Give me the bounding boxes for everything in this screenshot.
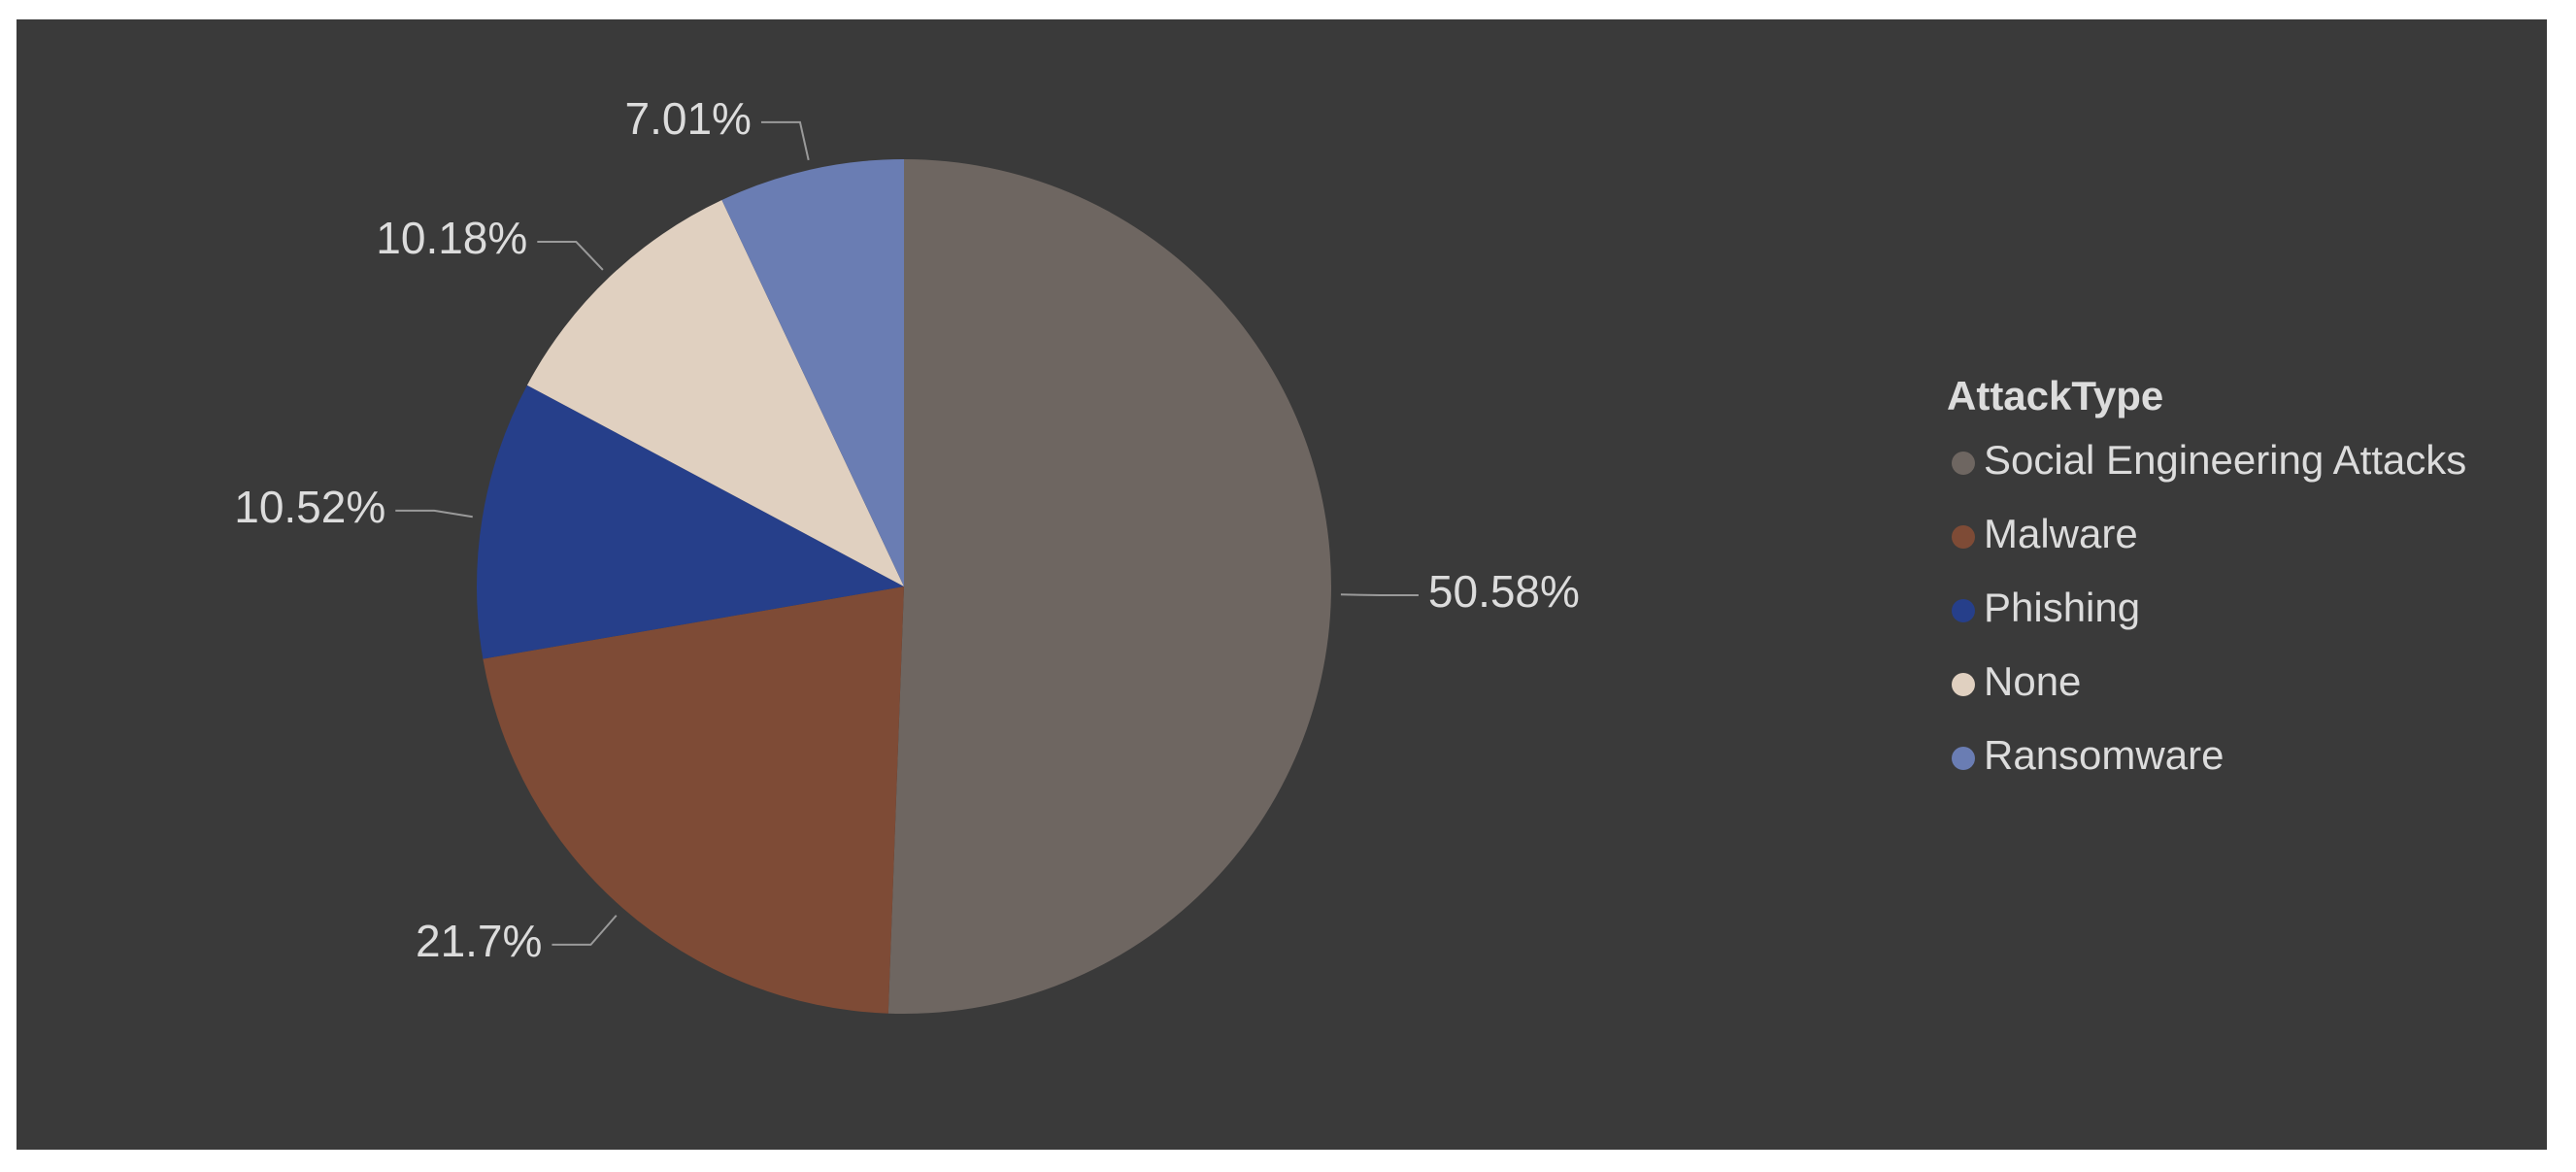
legend-marker [1952,599,1975,622]
data-label: 7.01% [625,93,752,144]
leader-line [760,120,810,161]
pie-slice [887,159,1331,1014]
legend-marker [1952,452,1975,475]
pie-slice [526,200,904,587]
data-label: 10.52% [234,482,385,532]
legend-label: Social Engineering Attacks [1984,437,2466,483]
legend-label: Phishing [1984,585,2140,630]
legend-marker [1952,673,1975,696]
pie-slice [483,586,904,1014]
legend-label: Ransomware [1984,732,2224,778]
data-label: 21.7% [416,916,542,966]
data-label: 10.18% [376,213,527,263]
legend-title: AttackType [1947,373,2163,419]
data-label: 50.58% [1428,566,1580,617]
leader-line [1340,593,1419,597]
legend-marker [1952,747,1975,770]
leader-line [552,915,618,946]
legend-marker [1952,525,1975,549]
legend-label: Malware [1984,511,2138,556]
leader-line [395,509,473,519]
legend-label: None [1984,658,2081,704]
pie-slice [477,385,904,659]
pie-slice [721,159,904,586]
leader-line [537,240,604,271]
